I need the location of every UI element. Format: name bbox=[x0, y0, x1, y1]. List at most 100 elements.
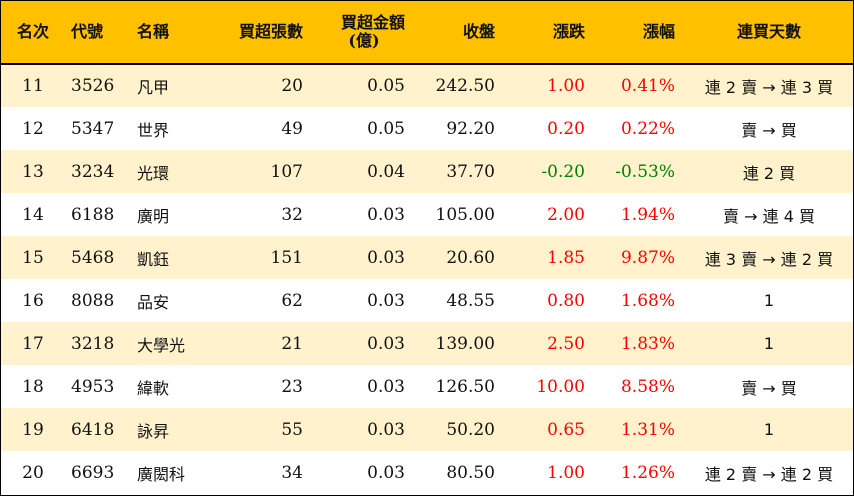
header-net-lots: 買超張數 bbox=[238, 22, 303, 41]
cell-close: 48.55 bbox=[446, 290, 495, 311]
cell-net-amount: 0.03 bbox=[367, 290, 405, 311]
cell-streak: 賣 → 買 bbox=[741, 378, 797, 398]
cell-change: 1.00 bbox=[547, 76, 585, 96]
header-net-amount-line1: 買超金額 bbox=[340, 13, 405, 32]
cell-change: 2.00 bbox=[547, 204, 585, 225]
cell-net-lots: 107 bbox=[270, 161, 303, 182]
header-change-pct: 漲幅 bbox=[642, 22, 675, 41]
cell-name: 凱鈺 bbox=[137, 249, 170, 269]
cell-code: 4953 bbox=[71, 376, 115, 397]
cell-change: 0.20 bbox=[547, 118, 585, 139]
table-row: 20 6693 廣閎科 34 0.03 80.50 1.00 1.26% 連 2… bbox=[1, 451, 853, 494]
cell-rank: 18 bbox=[22, 376, 44, 397]
cell-rank: 19 bbox=[22, 419, 44, 440]
cell-close: 242.50 bbox=[435, 76, 495, 96]
cell-close: 92.20 bbox=[446, 118, 495, 139]
cell-rank: 15 bbox=[22, 247, 44, 268]
cell-net-amount: 0.03 bbox=[367, 419, 405, 440]
cell-net-amount: 0.03 bbox=[367, 462, 405, 483]
cell-change-pct: 0.22% bbox=[620, 118, 675, 139]
cell-code: 6418 bbox=[71, 419, 115, 440]
cell-net-amount: 0.05 bbox=[367, 76, 405, 96]
cell-rank: 12 bbox=[22, 118, 44, 139]
header-change: 漲跌 bbox=[552, 22, 585, 41]
cell-code: 3234 bbox=[71, 161, 115, 182]
header-close: 收盤 bbox=[462, 22, 495, 41]
cell-net-lots: 32 bbox=[281, 204, 303, 225]
cell-net-lots: 55 bbox=[281, 419, 303, 440]
cell-close: 37.70 bbox=[446, 161, 495, 182]
cell-close: 50.20 bbox=[446, 419, 495, 440]
table-header-row: 名次 代號 名稱 買超張數 買超金額 (億) 收盤 漲跌 漲幅 連買天數 bbox=[1, 1, 853, 64]
cell-net-lots: 34 bbox=[281, 462, 303, 483]
cell-net-amount: 0.03 bbox=[367, 247, 405, 268]
table-row: 16 8088 品安 62 0.03 48.55 0.80 1.68% 1 bbox=[1, 279, 853, 322]
cell-streak: 1 bbox=[763, 420, 775, 439]
cell-rank: 20 bbox=[22, 462, 44, 483]
cell-net-amount: 0.05 bbox=[367, 118, 405, 139]
cell-change: -0.20 bbox=[541, 161, 585, 182]
cell-net-lots: 20 bbox=[281, 76, 303, 96]
cell-rank: 14 bbox=[22, 204, 44, 225]
table-row: 13 3234 光環 107 0.04 37.70 -0.20 -0.53% 連… bbox=[1, 150, 853, 193]
cell-name: 品安 bbox=[137, 292, 170, 312]
header-net-amount: 買超金額 (億) bbox=[313, 1, 415, 64]
cell-name: 廣明 bbox=[137, 206, 170, 226]
header-rank: 名次 bbox=[16, 22, 49, 41]
cell-code: 5468 bbox=[71, 247, 115, 268]
cell-net-lots: 151 bbox=[270, 247, 303, 268]
cell-change-pct: 1.83% bbox=[620, 333, 675, 354]
cell-code: 3218 bbox=[71, 333, 115, 354]
header-streak: 連買天數 bbox=[736, 22, 801, 41]
cell-name: 光環 bbox=[137, 163, 170, 183]
cell-name: 緯軟 bbox=[137, 378, 170, 398]
table-row: 18 4953 緯軟 23 0.03 126.50 10.00 8.58% 賣 … bbox=[1, 365, 853, 408]
cell-rank: 13 bbox=[22, 161, 44, 182]
cell-code: 3526 bbox=[71, 76, 115, 96]
cell-streak: 賣 → 買 bbox=[741, 120, 797, 140]
cell-close: 139.00 bbox=[435, 333, 495, 354]
cell-net-amount: 0.03 bbox=[367, 333, 405, 354]
cell-net-amount: 0.03 bbox=[367, 204, 405, 225]
cell-change-pct: -0.53% bbox=[615, 161, 675, 182]
cell-code: 8088 bbox=[71, 290, 115, 311]
cell-net-lots: 49 bbox=[281, 118, 303, 139]
cell-rank: 11 bbox=[22, 76, 44, 96]
table-body: 11 3526 凡甲 20 0.05 242.50 1.00 0.41% 連 2… bbox=[1, 64, 853, 494]
cell-net-lots: 62 bbox=[281, 290, 303, 311]
cell-code: 5347 bbox=[71, 118, 115, 139]
cell-streak: 連 2 賣 → 連 2 買 bbox=[704, 464, 834, 484]
cell-change-pct: 0.41% bbox=[620, 76, 675, 96]
cell-name: 凡甲 bbox=[137, 78, 170, 97]
cell-name: 大學光 bbox=[137, 335, 186, 355]
cell-name: 廣閎科 bbox=[137, 464, 186, 484]
cell-change-pct: 1.26% bbox=[620, 462, 675, 483]
cell-change-pct: 1.94% bbox=[620, 204, 675, 225]
cell-net-lots: 21 bbox=[281, 333, 303, 354]
table-row: 19 6418 詠昇 55 0.03 50.20 0.65 1.31% 1 bbox=[1, 408, 853, 451]
cell-streak: 1 bbox=[763, 334, 775, 353]
cell-streak: 連 2 買 bbox=[742, 163, 796, 183]
header-name: 名稱 bbox=[137, 22, 170, 41]
table-row: 14 6188 廣明 32 0.03 105.00 2.00 1.94% 賣 →… bbox=[1, 193, 853, 236]
cell-code: 6188 bbox=[71, 204, 115, 225]
table-row: 15 5468 凱鈺 151 0.03 20.60 1.85 9.87% 連 3… bbox=[1, 236, 853, 279]
table-row: 11 3526 凡甲 20 0.05 242.50 1.00 0.41% 連 2… bbox=[1, 64, 853, 107]
cell-change: 1.00 bbox=[547, 462, 585, 483]
cell-change: 10.00 bbox=[536, 376, 585, 397]
cell-change-pct: 1.31% bbox=[620, 419, 675, 440]
cell-rank: 17 bbox=[22, 333, 44, 354]
cell-streak: 賣 → 連 4 買 bbox=[723, 206, 815, 226]
cell-rank: 16 bbox=[22, 290, 44, 311]
cell-close: 20.60 bbox=[446, 247, 495, 268]
cell-name: 詠昇 bbox=[137, 421, 170, 441]
cell-net-lots: 23 bbox=[281, 376, 303, 397]
cell-close: 105.00 bbox=[435, 204, 495, 225]
header-net-amount-line2: (億) bbox=[348, 31, 380, 50]
cell-close: 80.50 bbox=[446, 462, 495, 483]
cell-change-pct: 1.68% bbox=[620, 290, 675, 311]
cell-name: 世界 bbox=[137, 120, 170, 140]
cell-change: 1.85 bbox=[547, 247, 585, 268]
